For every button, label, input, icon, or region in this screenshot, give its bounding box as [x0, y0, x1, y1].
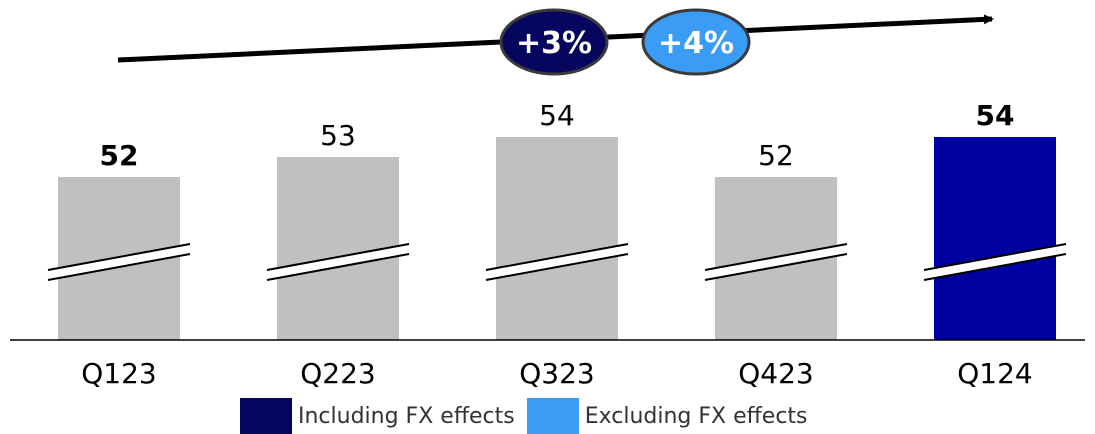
x-tick-label-q223: Q223 — [300, 357, 375, 390]
axis-break-line — [923, 253, 1067, 281]
trend-badge-excluding-fx — [641, 8, 751, 76]
bar-q223 — [277, 157, 399, 340]
legend: Including FX effects Excluding FX effect… — [240, 398, 820, 434]
data-label-q223: 53 — [320, 119, 356, 152]
x-tick-label-q123: Q123 — [81, 357, 156, 390]
axis-break-line — [266, 253, 410, 281]
bar-q323 — [496, 137, 618, 340]
data-label-q123: 52 — [100, 139, 139, 172]
axis-break-line — [47, 243, 191, 271]
trend-badge-including-fx — [499, 8, 609, 76]
legend-swatch-excluding-fx — [526, 398, 579, 434]
trend-badge-label: +4% — [658, 26, 734, 61]
trend-badge-label: +3% — [516, 26, 592, 61]
axis-break-gap — [924, 244, 1066, 280]
legend-item-excluding-fx: Excluding FX effects — [526, 398, 808, 434]
x-tick-label-q124: Q124 — [957, 357, 1032, 390]
x-tick-label-q323: Q323 — [519, 357, 594, 390]
legend-swatch-including-fx — [240, 398, 292, 434]
data-label-q423: 52 — [758, 139, 794, 172]
axis-break-gap — [267, 244, 409, 280]
bar-chart: 52 Q123 53 Q223 54 Q323 52 Q423 54 Q124 +3% +4% — [10, 8, 1085, 390]
axis-break-gap — [48, 244, 190, 280]
axis-break-line — [485, 253, 629, 281]
axis-break-gap — [486, 244, 628, 280]
bar-q124 — [934, 137, 1056, 340]
x-tick-label-q423: Q423 — [738, 357, 813, 390]
axis-break-line — [47, 253, 191, 281]
axis-break-gap — [705, 244, 847, 280]
axis-break-line — [704, 253, 848, 281]
data-label-q124: 54 — [976, 99, 1015, 132]
axis-break-line — [485, 243, 629, 271]
legend-label-excluding-fx: Excluding FX effects — [584, 403, 808, 429]
axis-break-line — [923, 243, 1067, 271]
data-label-q323: 54 — [539, 99, 575, 132]
legend-label-including-fx: Including FX effects — [298, 403, 515, 429]
legend-item-including-fx: Including FX effects — [240, 398, 515, 434]
axis-break-line — [704, 243, 848, 271]
axis-break-line — [266, 243, 410, 271]
